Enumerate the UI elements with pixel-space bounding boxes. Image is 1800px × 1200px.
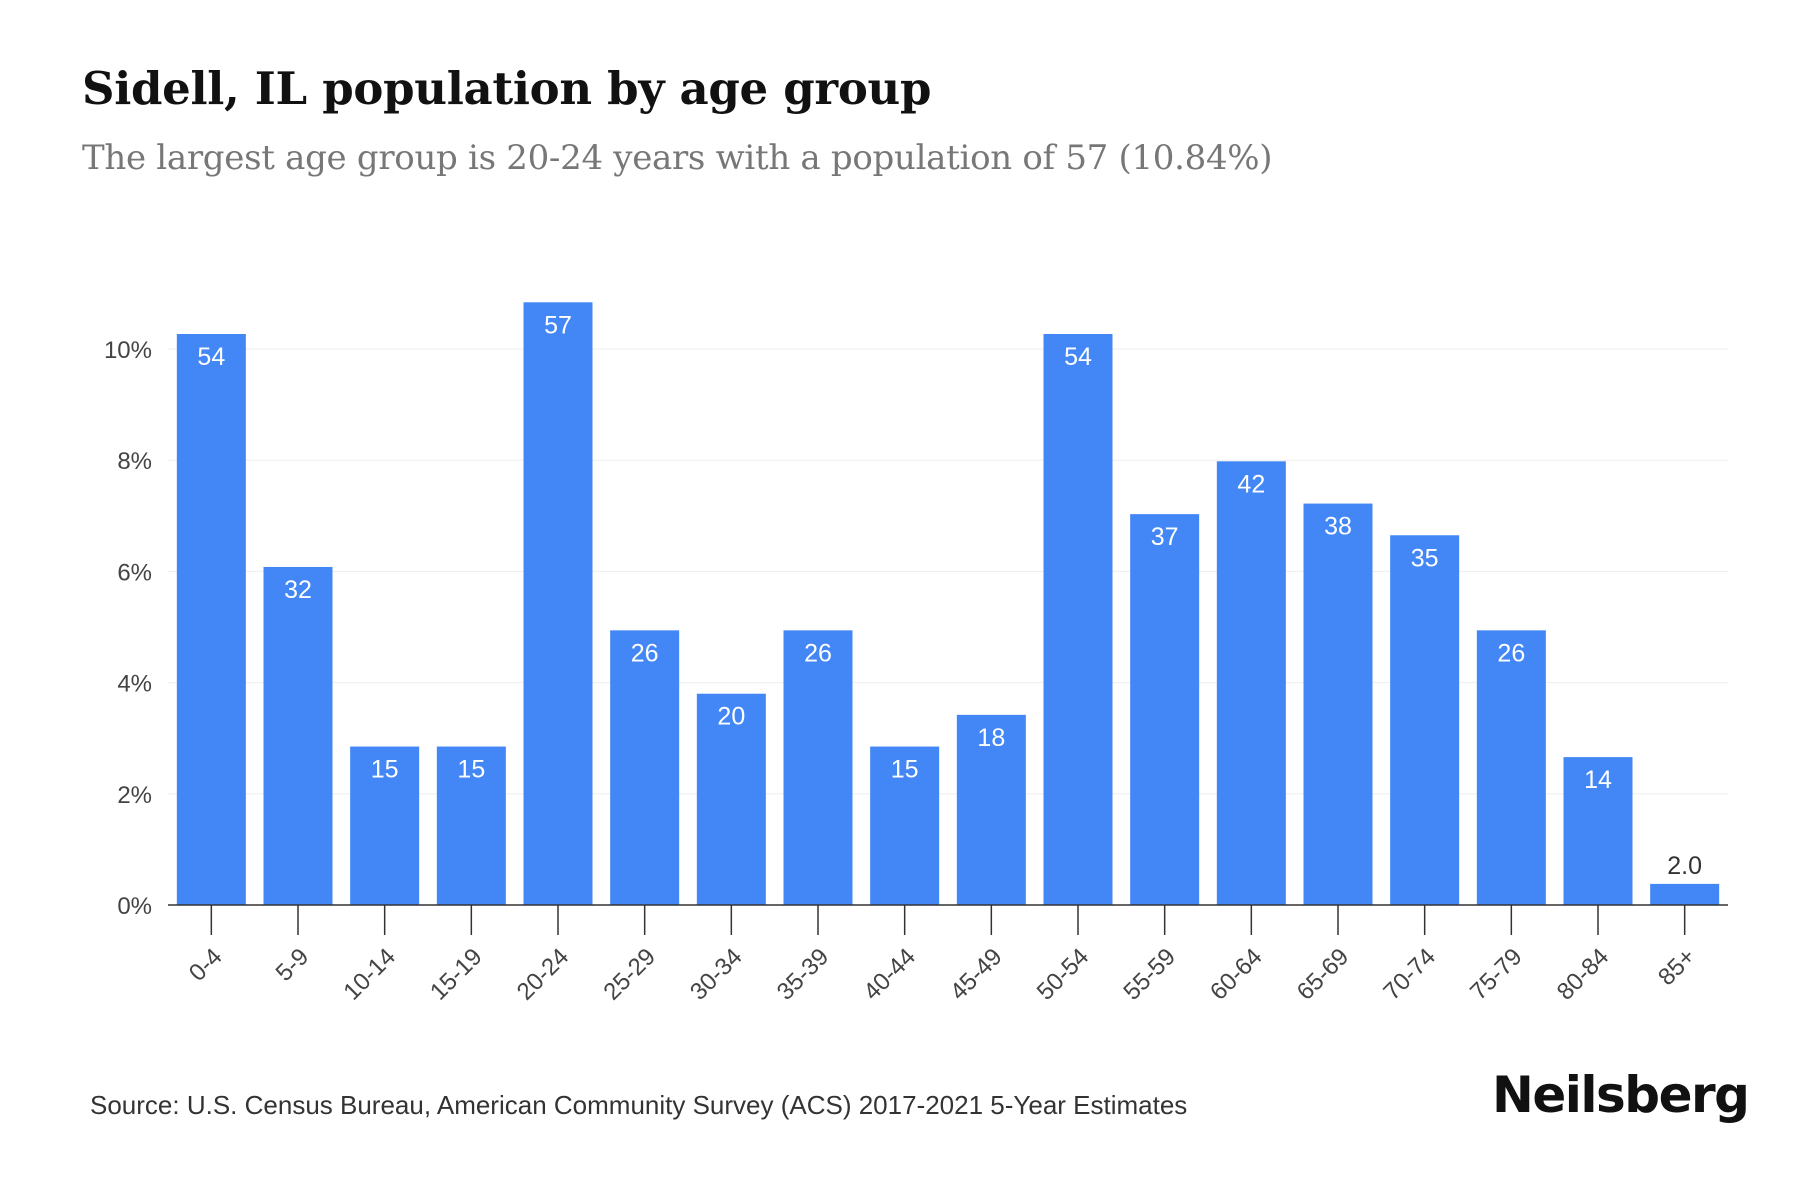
y-tick-label: 8%	[117, 448, 152, 475]
bar-value-label: 57	[544, 311, 572, 339]
bar-value-label: 20	[717, 703, 745, 731]
bar	[523, 302, 593, 905]
bar	[956, 714, 1026, 905]
x-tick-label: 20-24	[512, 943, 575, 1006]
bar-value-label: 54	[197, 343, 225, 371]
bar	[436, 746, 506, 905]
y-axis: 0% 2% 4% 6% 8% 10%	[104, 337, 152, 920]
x-tick-label: 65-69	[1292, 943, 1355, 1006]
bar-value-label: 26	[1497, 639, 1525, 667]
bar	[1650, 883, 1720, 905]
bar	[1130, 514, 1200, 905]
x-tick-label: 15-19	[425, 943, 488, 1006]
brand-logo: Neilsberg	[1492, 1066, 1750, 1124]
bar-value-label: 38	[1324, 513, 1352, 541]
bar-value-label: 35	[1411, 544, 1439, 572]
x-tick-label: 35-39	[772, 943, 835, 1006]
bar-value-label: 26	[804, 639, 832, 667]
bar-value-label: 32	[284, 576, 312, 604]
x-tick-label: 25-29	[598, 943, 661, 1006]
x-tick-label: 85+	[1653, 943, 1701, 991]
bar	[176, 333, 246, 905]
bar-value-label: 14	[1584, 766, 1612, 794]
bar	[783, 630, 853, 905]
bar	[1303, 503, 1373, 905]
bar	[696, 693, 766, 905]
bar-value-label: 18	[977, 724, 1005, 752]
x-tick-label: 40-44	[858, 943, 921, 1006]
bar-value-label: 15	[371, 756, 399, 784]
bar	[1043, 333, 1113, 905]
bar-value-label: 54	[1064, 343, 1092, 371]
bar	[263, 566, 333, 905]
bar	[1390, 535, 1460, 905]
x-tick-label: 55-59	[1118, 943, 1181, 1006]
y-tick-label: 2%	[117, 782, 152, 809]
bar	[1476, 630, 1546, 905]
bar	[1563, 757, 1633, 905]
y-tick-label: 10%	[104, 337, 152, 364]
bar-value-label: 37	[1151, 523, 1179, 551]
x-tick-label: 45-49	[945, 943, 1008, 1006]
chart-subtitle: The largest age group is 20-24 years wit…	[82, 138, 1273, 178]
x-tick-label: 50-54	[1032, 943, 1095, 1006]
bar-value-label: 26	[631, 639, 659, 667]
chart-title: Sidell, IL population by age group	[82, 62, 932, 115]
x-axis: 0-4 5-9 10-14 15-19 20-24 25-29 30-34 35-39 40-4…	[168, 904, 1728, 1006]
bar	[350, 746, 420, 905]
bar	[1216, 461, 1286, 905]
y-tick-label: 6%	[117, 559, 152, 586]
x-tick-label: 75-79	[1465, 943, 1528, 1006]
gridlines	[168, 348, 1728, 795]
bar-value-label: 2.0	[1667, 852, 1702, 880]
bar	[870, 746, 940, 905]
y-tick-label: 0%	[117, 893, 152, 920]
x-tick-label: 0-4	[184, 943, 228, 987]
source-note: Source: U.S. Census Bureau, American Com…	[90, 1090, 1188, 1120]
bar	[610, 630, 680, 905]
x-tick-label: 30-34	[685, 943, 748, 1006]
bar-value-label: 42	[1237, 470, 1265, 498]
y-tick-label: 4%	[117, 671, 152, 698]
x-tick-label: 5-9	[271, 943, 315, 987]
x-tick-label: 80-84	[1552, 943, 1615, 1006]
bars: 54 32 15 15 57 26 20 26 15 18 54 37 42 38 35 26 14 2.0	[176, 302, 1720, 905]
x-tick-label: 60-64	[1205, 943, 1268, 1006]
bar-value-label: 15	[891, 756, 919, 784]
x-tick-label: 10-14	[338, 943, 401, 1006]
x-tick-label: 70-74	[1378, 943, 1441, 1006]
bar-value-label: 15	[457, 756, 485, 784]
